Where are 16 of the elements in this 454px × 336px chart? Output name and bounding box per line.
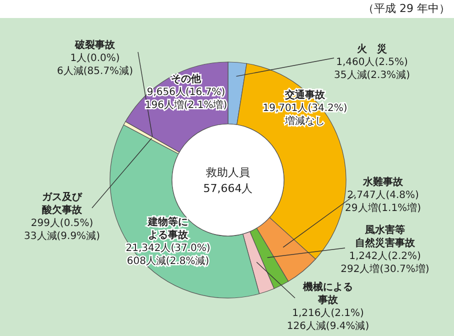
slice-label: 破裂事故 xyxy=(74,39,116,51)
slice-label: 風水害等自然災害事故 xyxy=(355,224,416,249)
slice-label: 建物等による事故 xyxy=(147,216,189,241)
text: 救助人員 57,664人 xyxy=(203,166,253,195)
data-label: 1,216人(2.1%) 126人減(9.4%減) xyxy=(286,308,370,332)
slice-label: 水難事故 xyxy=(362,176,404,188)
text: （平成 29 年中） xyxy=(363,2,450,15)
data-label: 2,747人(4.8%) 29人増(1.1%増) xyxy=(345,190,422,214)
slice-label: 機械による事故 xyxy=(302,281,353,306)
slice-label: その他 xyxy=(171,73,202,85)
data-label: 299人(0.5%) 33人減(9.9%減) xyxy=(24,218,100,242)
slice-label: ガス及び酸欠事故 xyxy=(42,191,83,216)
data-label: 1,242人(2.2%) 292人増(30.7%増) xyxy=(340,251,430,275)
data-label: 1人(0.0%) 6人減(85.7%減) xyxy=(57,53,134,77)
data-label: 1,460人(2.5%) 35人減(2.3%減) xyxy=(334,57,410,81)
slice-label: 火 災 xyxy=(357,43,387,55)
